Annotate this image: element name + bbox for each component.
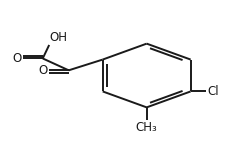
Text: OH: OH xyxy=(49,31,67,44)
Text: O: O xyxy=(12,52,22,65)
Text: Cl: Cl xyxy=(207,85,219,98)
Text: O: O xyxy=(38,64,48,77)
Text: CH₃: CH₃ xyxy=(136,121,158,134)
